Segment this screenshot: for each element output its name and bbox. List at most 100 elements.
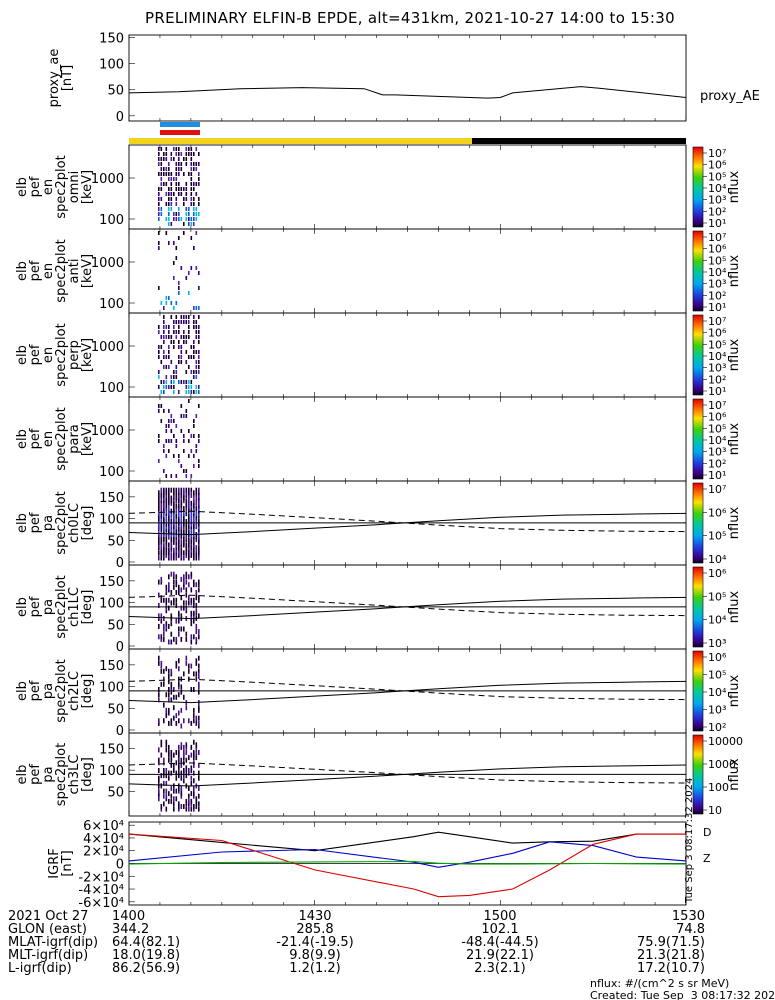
spec-cell — [158, 241, 160, 245]
pitch-cell — [163, 516, 165, 522]
pitch-cell — [158, 524, 160, 530]
pitch-cell — [158, 511, 160, 517]
pitch-cell — [183, 718, 185, 724]
spec-cell — [198, 202, 200, 206]
pitch-cell — [198, 526, 200, 532]
spec-cell — [175, 212, 178, 216]
pitch-cell — [193, 713, 195, 719]
pitch-cell — [165, 516, 168, 522]
pitch-cell — [180, 529, 183, 535]
pitch-cell — [183, 516, 185, 522]
pitch-cell — [188, 539, 190, 545]
pitch-cell — [170, 613, 173, 619]
pitch-cell — [178, 757, 180, 763]
igrf-ylabel-2: -2×10⁴ — [78, 870, 124, 885]
spec-cell — [183, 380, 185, 384]
pitch-cell — [168, 506, 170, 511]
spec-cell — [160, 197, 163, 201]
pitch-cell — [190, 791, 193, 797]
pitch-cell — [178, 552, 180, 558]
ylabel-1-3: spec2plot — [54, 155, 69, 218]
pitch-cell — [198, 674, 200, 679]
pitch-cell — [168, 574, 170, 580]
pitch-cell — [195, 660, 198, 666]
spec-cell — [180, 414, 183, 418]
pitch-cell — [193, 806, 195, 812]
pitch-cell — [168, 529, 170, 535]
ylabel-4-0: elb — [15, 429, 30, 449]
spec-cell — [190, 217, 193, 221]
spec-cell — [185, 157, 188, 161]
spec-cell — [173, 454, 175, 458]
pitch-cell — [193, 618, 195, 624]
panel-frame-3 — [128, 312, 687, 398]
ylabel-4-4: para — [67, 424, 82, 454]
pitch-cell — [183, 490, 185, 496]
spec-ylabel-4-1: 1000 — [91, 424, 124, 439]
spec-cell — [185, 187, 188, 191]
pitch-cell — [163, 702, 165, 708]
colorbar-label-4-0: 10⁷ — [708, 399, 726, 412]
spec-cell — [188, 172, 190, 176]
pitch-cell — [193, 579, 195, 585]
pitch-cell — [168, 757, 170, 763]
pitch-cell — [185, 705, 188, 711]
pitch-cell — [170, 639, 173, 645]
pitch-cell — [165, 806, 168, 812]
pitch-cell — [165, 519, 168, 524]
pitch-cell — [185, 600, 188, 606]
pitch-cell — [185, 521, 188, 527]
colorbar-label-2-5: 10² — [708, 289, 726, 302]
pitch-cell — [193, 610, 195, 616]
spec-cell — [188, 315, 190, 319]
pitch-cell — [193, 526, 195, 532]
spec-cell — [188, 365, 190, 369]
pitch-cell — [198, 495, 200, 501]
spec-cell — [185, 469, 188, 473]
spec-cell — [190, 147, 193, 151]
pitch-cell — [165, 793, 168, 799]
pitch-cell — [185, 506, 188, 511]
pitch-cell — [170, 684, 173, 690]
spec-cell — [168, 217, 170, 221]
pitch-cell — [195, 550, 198, 556]
pitch-cell — [168, 752, 170, 758]
pitch-cell — [188, 513, 190, 519]
pitch-cell — [185, 547, 188, 553]
colorbar-label-2-2: 10⁵ — [708, 254, 726, 267]
pitch-cell — [185, 579, 188, 585]
pitch-cell — [160, 804, 163, 809]
spec-cell — [173, 241, 175, 245]
pitch-cell — [190, 529, 193, 535]
spec-cell — [198, 197, 200, 201]
pitch-cell — [165, 526, 168, 532]
pitch-cells-8 — [158, 739, 200, 812]
spec-cell — [165, 325, 168, 329]
pitch-cell — [158, 498, 160, 504]
pitch-cell — [183, 539, 185, 545]
spec-cell — [193, 370, 195, 374]
spec-cell — [158, 345, 160, 349]
spec-cell — [160, 404, 163, 408]
spec-cell — [170, 172, 173, 176]
spec-cell — [178, 236, 180, 240]
colorbar-label-6-3: 10³ — [708, 637, 726, 650]
ylabel-6-2: pa — [41, 599, 56, 615]
colorbar-label-3-5: 10² — [708, 373, 726, 386]
pitch-cell — [180, 506, 183, 511]
pitch-cell — [160, 487, 163, 493]
spec-cell — [195, 390, 198, 394]
ae-ylabel-3: 150 — [99, 32, 124, 47]
pitch-cell — [190, 511, 193, 517]
spec-cell — [188, 335, 190, 339]
pitch-cell — [165, 666, 168, 672]
pitch-cell — [175, 490, 178, 496]
pitch-cell — [170, 798, 173, 804]
pitch-cell — [193, 542, 195, 548]
spec-cell — [198, 306, 200, 310]
spec-cell — [198, 350, 200, 354]
pitch-cell — [178, 681, 180, 687]
xaxis-row-value-3-0: 18.0(19.8) — [112, 948, 180, 963]
pitch-cell — [190, 768, 193, 773]
pitch-cell — [175, 574, 178, 580]
